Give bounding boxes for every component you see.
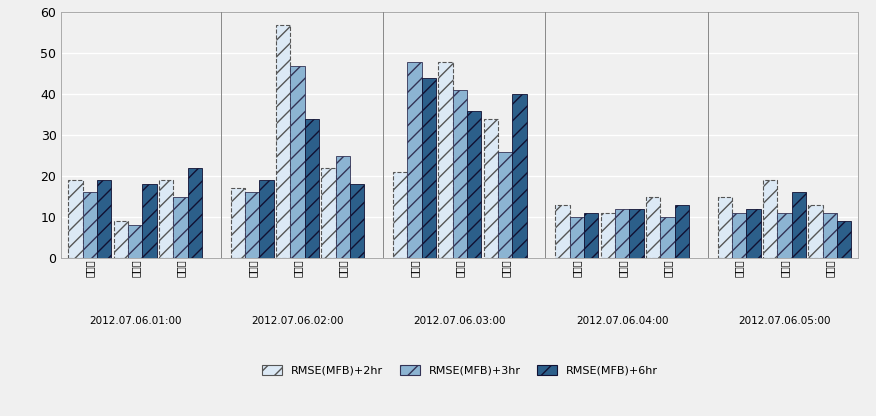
Bar (97, 180, 111, 258)
Text: 2012.07.06.03:00: 2012.07.06.03:00 (413, 316, 506, 326)
Bar (646, 197, 661, 258)
Bar (732, 213, 746, 258)
Bar (321, 168, 336, 258)
Bar (661, 217, 675, 258)
Bar (336, 156, 350, 258)
Bar (143, 184, 157, 258)
Bar (159, 180, 173, 258)
Bar (467, 111, 482, 258)
Bar (68, 180, 83, 258)
Bar (498, 151, 512, 258)
Bar (438, 62, 453, 258)
Bar (675, 205, 689, 258)
Bar (615, 209, 629, 258)
Bar (823, 213, 837, 258)
Bar (305, 119, 319, 258)
Bar (453, 90, 467, 258)
Bar (245, 193, 259, 258)
Bar (173, 197, 187, 258)
Bar (601, 213, 615, 258)
Bar (276, 25, 291, 258)
Bar (763, 180, 777, 258)
Bar (512, 94, 526, 258)
Bar (407, 62, 421, 258)
Bar (792, 193, 806, 258)
Text: 2012.07.06.05:00: 2012.07.06.05:00 (738, 316, 830, 326)
Bar (569, 217, 584, 258)
Text: 2012.07.06.02:00: 2012.07.06.02:00 (251, 316, 344, 326)
Bar (555, 205, 569, 258)
Text: 2012.07.06.04:00: 2012.07.06.04:00 (576, 316, 668, 326)
Bar (291, 66, 305, 258)
Bar (629, 209, 644, 258)
Bar (259, 180, 273, 258)
Bar (746, 209, 760, 258)
Text: 2012.07.06.01:00: 2012.07.06.01:00 (89, 316, 181, 326)
Bar (584, 213, 598, 258)
Bar (114, 221, 128, 258)
Bar (187, 168, 202, 258)
Bar (421, 78, 436, 258)
Bar (837, 221, 851, 258)
Bar (717, 197, 732, 258)
Bar (393, 172, 407, 258)
Bar (484, 119, 498, 258)
Bar (128, 225, 143, 258)
Bar (350, 184, 364, 258)
Bar (230, 188, 245, 258)
Bar (83, 193, 97, 258)
Legend: RMSE(MFB)+2hr, RMSE(MFB)+3hr, RMSE(MFB)+6hr: RMSE(MFB)+2hr, RMSE(MFB)+3hr, RMSE(MFB)+… (258, 360, 662, 380)
Bar (809, 205, 823, 258)
Bar (777, 213, 792, 258)
